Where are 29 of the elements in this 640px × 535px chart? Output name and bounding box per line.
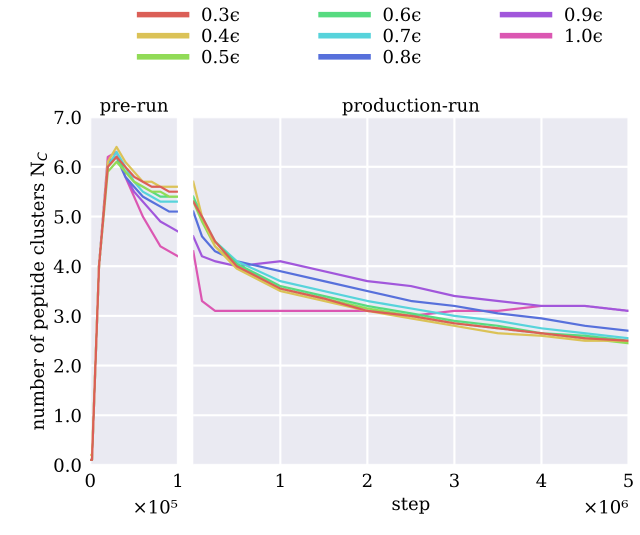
y-tick-label: 6.0 — [54, 160, 81, 174]
x-tick-label: 5 — [624, 474, 633, 488]
x-tick-label: 3 — [450, 474, 459, 488]
x-tick-label: 4 — [536, 474, 546, 487]
legend-label: 0.4ϵ — [202, 28, 240, 42]
x-tick-label: 1 — [174, 474, 182, 487]
y-axis-title: number of peptide clusters N$_{C}$ — [30, 152, 48, 430]
y-tick-label: 3.0 — [54, 309, 81, 323]
y-tick-label: 1.0 — [55, 408, 81, 422]
text: ×10⁵ — [135, 500, 178, 514]
y-tick-label: 2.0 — [54, 359, 81, 373]
legend-label: 1.0ϵ — [566, 28, 602, 42]
legend-label: 0.8ϵ — [384, 50, 420, 64]
x-tick-label: 1 — [276, 474, 284, 487]
legend-label: 0.3ϵ — [202, 8, 240, 22]
legend-label: 0.6ϵ — [384, 8, 420, 22]
y-tick-label: 0.0 — [54, 458, 81, 472]
legend-label: 0.9ϵ — [565, 8, 602, 22]
y-tick-label: 4.0 — [54, 260, 81, 274]
text: ×10⁶ — [586, 500, 628, 514]
y-tick-label: 5.0 — [54, 210, 81, 224]
x-tick-label: 0 — [86, 474, 95, 488]
legend-label: 0.7ϵ — [384, 28, 420, 42]
x-axis-title: step — [392, 498, 430, 514]
y-tick-label: 7.0 — [54, 110, 81, 124]
chart-title: production-run — [342, 98, 480, 116]
chart-title: pre-run — [100, 102, 168, 116]
x-tick-label: 2 — [362, 474, 372, 487]
legend-label: 0.5ϵ — [202, 50, 240, 64]
